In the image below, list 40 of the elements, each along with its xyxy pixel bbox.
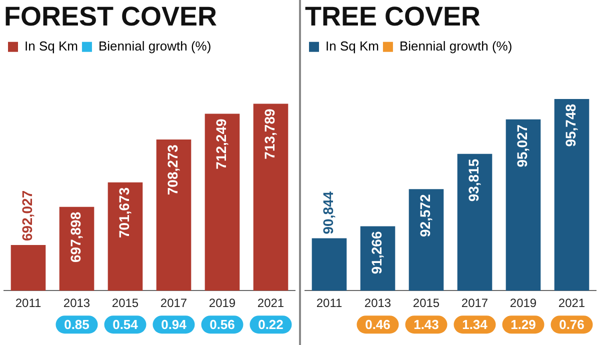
x-tick-label: 2021 bbox=[558, 296, 586, 310]
x-tick-label: 2015 bbox=[412, 296, 440, 310]
x-tick-label: 2011 bbox=[316, 296, 342, 310]
data-label: 91,266 bbox=[368, 231, 385, 274]
annotation: 0.85 bbox=[64, 317, 90, 332]
annotation: 0.22 bbox=[258, 317, 284, 332]
data-label: 692,027 bbox=[19, 190, 36, 241]
data-label: 708,273 bbox=[164, 144, 181, 196]
annotation: 0.46 bbox=[365, 317, 390, 332]
chart-title: TREE COVER bbox=[305, 2, 481, 32]
chart-title: FOREST COVER bbox=[4, 2, 218, 32]
data-label: 95,748 bbox=[562, 104, 579, 147]
data-label: 697,898 bbox=[68, 212, 84, 262]
annotation: 0.94 bbox=[161, 317, 188, 332]
data-label: 701,673 bbox=[116, 187, 132, 238]
annotation: 1.34 bbox=[462, 317, 488, 332]
legend-label: Biennial growth (%) bbox=[399, 38, 512, 54]
legend-label: In Sq Km bbox=[24, 38, 78, 54]
data-label: 713,789 bbox=[262, 108, 278, 160]
data-label: 93,815 bbox=[466, 158, 482, 202]
x-tick-label: 2019 bbox=[510, 296, 537, 310]
annotation: 0.54 bbox=[112, 317, 139, 332]
annotation: 1.29 bbox=[510, 317, 536, 332]
x-tick-label: 2015 bbox=[112, 296, 139, 310]
data-label: 90,844 bbox=[320, 191, 336, 234]
data-label: 95,027 bbox=[514, 124, 530, 168]
annotation: 0.76 bbox=[559, 317, 584, 332]
data-label: 712,249 bbox=[213, 118, 230, 170]
annotation: 0.56 bbox=[210, 317, 235, 332]
x-tick-label: 2013 bbox=[364, 296, 392, 310]
x-tick-label: 2019 bbox=[208, 296, 236, 310]
x-tick-label: 2013 bbox=[63, 296, 90, 310]
x-tick-label: 2017 bbox=[461, 296, 488, 310]
annotation: 1.43 bbox=[414, 317, 439, 332]
x-tick-label: 2011 bbox=[15, 296, 42, 310]
x-tick-label: 2017 bbox=[160, 296, 188, 310]
x-tick-label: 2021 bbox=[257, 296, 284, 310]
legend-label: Biennial growth (%) bbox=[98, 38, 212, 54]
legend-label: In Sq Km bbox=[326, 38, 379, 54]
data-label: 92,572 bbox=[417, 194, 434, 237]
